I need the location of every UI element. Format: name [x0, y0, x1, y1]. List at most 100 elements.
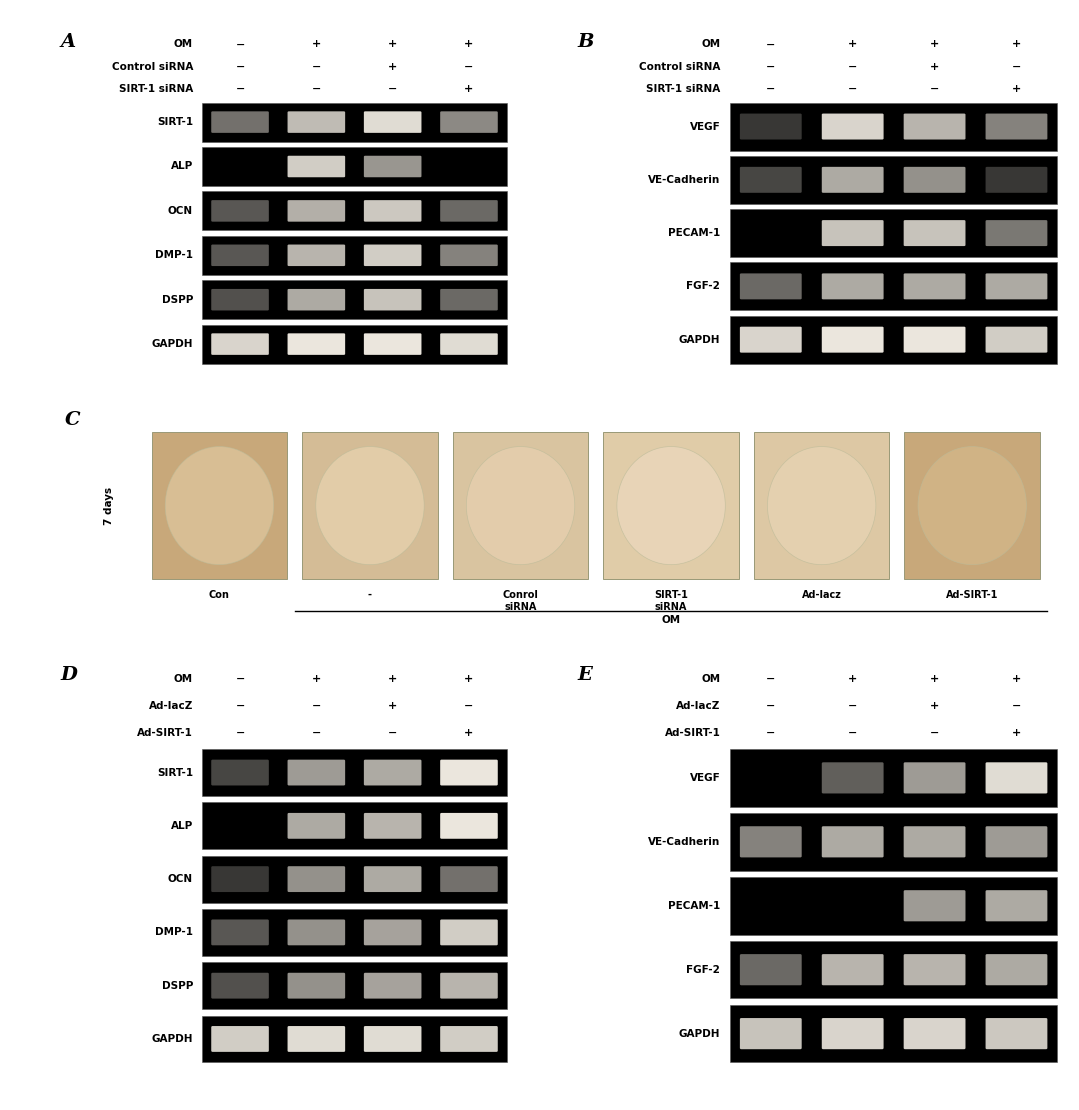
Text: −: − [766, 700, 776, 712]
FancyBboxPatch shape [904, 955, 966, 986]
Text: OM: OM [174, 39, 193, 50]
Text: +: + [388, 674, 397, 685]
FancyBboxPatch shape [985, 763, 1048, 794]
FancyBboxPatch shape [440, 919, 497, 946]
FancyBboxPatch shape [740, 955, 802, 986]
FancyBboxPatch shape [287, 813, 345, 839]
Bar [202, 749, 507, 796]
FancyBboxPatch shape [287, 333, 345, 355]
Text: Conrol
siRNA: Conrol siRNA [503, 591, 538, 612]
Text: −: − [464, 700, 474, 712]
FancyBboxPatch shape [440, 759, 497, 786]
Text: FGF-2: FGF-2 [686, 281, 721, 292]
FancyBboxPatch shape [985, 113, 1048, 140]
FancyBboxPatch shape [364, 759, 422, 786]
Text: −: − [848, 700, 858, 712]
Text: VE-Cadherin: VE-Cadherin [648, 837, 721, 847]
Text: −: − [388, 83, 397, 94]
FancyBboxPatch shape [287, 1026, 345, 1052]
Text: Ad-SIRT-1: Ad-SIRT-1 [946, 591, 998, 601]
Text: PECAM-1: PECAM-1 [668, 228, 721, 239]
FancyBboxPatch shape [440, 333, 497, 355]
FancyBboxPatch shape [211, 111, 269, 133]
FancyBboxPatch shape [904, 166, 966, 193]
Text: −: − [312, 700, 322, 712]
Text: PECAM-1: PECAM-1 [668, 900, 721, 911]
Text: B: B [578, 33, 595, 51]
Bar [202, 856, 507, 902]
Text: +: + [930, 700, 939, 712]
FancyBboxPatch shape [152, 432, 287, 579]
FancyBboxPatch shape [440, 111, 497, 133]
FancyBboxPatch shape [740, 826, 802, 857]
FancyBboxPatch shape [211, 919, 269, 946]
Text: Ad-lacZ: Ad-lacZ [149, 700, 193, 712]
FancyBboxPatch shape [211, 1026, 269, 1052]
Text: Con: Con [209, 591, 230, 601]
Text: +: + [464, 674, 474, 685]
Text: Control siRNA: Control siRNA [111, 61, 193, 72]
FancyBboxPatch shape [287, 200, 345, 222]
FancyBboxPatch shape [904, 220, 966, 246]
Bar [202, 102, 507, 142]
Text: GAPDH: GAPDH [151, 339, 193, 350]
Text: +: + [848, 674, 858, 685]
Bar [729, 749, 1057, 807]
Text: +: + [930, 39, 939, 50]
Bar [202, 803, 507, 849]
FancyBboxPatch shape [985, 273, 1048, 300]
Bar [202, 191, 507, 231]
Text: E: E [578, 666, 592, 684]
FancyBboxPatch shape [440, 200, 497, 222]
Text: +: + [1012, 727, 1021, 738]
FancyBboxPatch shape [440, 289, 497, 311]
FancyBboxPatch shape [754, 432, 889, 579]
Text: +: + [388, 61, 397, 72]
FancyBboxPatch shape [740, 273, 802, 300]
Text: C: C [65, 411, 80, 428]
FancyBboxPatch shape [287, 289, 345, 311]
Bar [729, 1005, 1057, 1062]
Text: +: + [388, 39, 397, 50]
FancyBboxPatch shape [822, 1018, 884, 1049]
Text: +: + [388, 700, 397, 712]
FancyBboxPatch shape [211, 759, 269, 786]
Text: DMP-1: DMP-1 [155, 250, 193, 261]
FancyBboxPatch shape [211, 244, 269, 266]
Text: VEGF: VEGF [689, 773, 721, 783]
Text: +: + [1012, 39, 1021, 50]
Text: −: − [312, 61, 322, 72]
FancyBboxPatch shape [364, 1026, 422, 1052]
Text: +: + [312, 674, 320, 685]
FancyBboxPatch shape [822, 166, 884, 193]
Text: GAPDH: GAPDH [679, 334, 721, 345]
FancyBboxPatch shape [985, 955, 1048, 986]
Bar [202, 962, 507, 1009]
Text: −: − [388, 727, 397, 738]
Text: −: − [766, 727, 776, 738]
FancyBboxPatch shape [364, 972, 422, 999]
Bar [202, 280, 507, 320]
Bar [202, 147, 507, 186]
FancyBboxPatch shape [440, 813, 497, 839]
FancyBboxPatch shape [287, 244, 345, 266]
Bar [729, 877, 1057, 935]
Text: −: − [235, 674, 245, 685]
Bar [202, 909, 507, 956]
Text: GAPDH: GAPDH [679, 1029, 721, 1039]
Text: SIRT-1
siRNA: SIRT-1 siRNA [654, 591, 688, 612]
FancyBboxPatch shape [985, 1018, 1048, 1049]
Text: −: − [766, 674, 776, 685]
Ellipse shape [316, 446, 424, 565]
FancyBboxPatch shape [287, 972, 345, 999]
Text: OM: OM [701, 674, 721, 685]
Text: OM: OM [661, 615, 681, 625]
Bar [729, 315, 1057, 364]
FancyBboxPatch shape [302, 432, 438, 579]
Ellipse shape [918, 446, 1026, 565]
FancyBboxPatch shape [364, 813, 422, 839]
Text: +: + [312, 39, 320, 50]
FancyBboxPatch shape [740, 166, 802, 193]
FancyBboxPatch shape [822, 826, 884, 857]
FancyBboxPatch shape [364, 289, 422, 311]
